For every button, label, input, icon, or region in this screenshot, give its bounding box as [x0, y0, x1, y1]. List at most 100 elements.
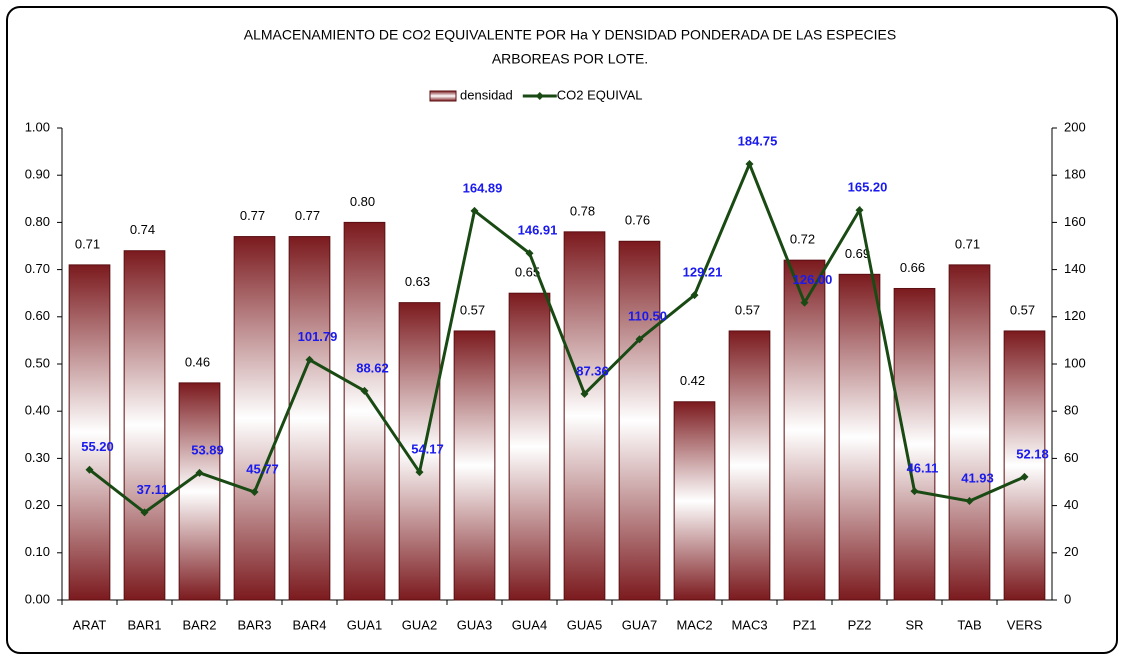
bar-value-label: 0.46	[185, 354, 210, 369]
x-tick-label: TAB	[957, 617, 981, 632]
y-tick-label: 0.70	[25, 261, 50, 276]
x-tick-label: GUA5	[567, 617, 602, 632]
y2-tick-label: 20	[1064, 544, 1078, 559]
line-value-label: 129.21	[683, 265, 723, 280]
line-value-label: 165.20	[848, 180, 888, 195]
bar-value-label: 0.69	[845, 246, 870, 261]
bar	[1003, 330, 1046, 601]
bar-value-label: 0.78	[570, 203, 595, 218]
legend-label: CO2 EQUIVAL	[557, 87, 643, 102]
y-tick-label: 0.10	[25, 544, 50, 559]
x-tick-label: GUA4	[512, 617, 547, 632]
bar	[728, 330, 771, 601]
legend-marker	[535, 92, 544, 100]
y-tick-label: 1.00	[25, 119, 50, 134]
x-tick-label: MAC3	[731, 617, 767, 632]
y2-tick-label: 200	[1064, 119, 1086, 134]
bar	[123, 250, 166, 601]
bar-value-label: 0.74	[130, 222, 155, 237]
x-tick-label: VERS	[1007, 617, 1043, 632]
line-value-label: 184.75	[738, 133, 778, 148]
bar-value-label: 0.72	[790, 232, 815, 247]
bar	[893, 287, 936, 601]
line-value-label: 41.93	[961, 470, 994, 485]
y2-tick-label: 180	[1064, 167, 1086, 182]
line-marker	[580, 389, 589, 398]
frame	[6, 6, 1118, 654]
x-tick-label: SR	[905, 617, 923, 632]
line-value-label: 110.50	[628, 309, 667, 324]
y2-tick-label: 100	[1064, 355, 1086, 370]
line-value-label: 53.89	[191, 442, 224, 457]
line-marker	[360, 386, 369, 395]
y2-tick-label: 160	[1064, 214, 1086, 229]
line-value-label: 37.11	[137, 482, 169, 497]
line-marker	[855, 206, 864, 215]
y-tick-label: 0.80	[25, 214, 50, 229]
y2-tick-label: 120	[1064, 308, 1086, 323]
bar-value-label: 0.42	[680, 373, 705, 388]
bar-value-label: 0.63	[405, 274, 430, 289]
line-marker	[635, 335, 644, 344]
x-tick-label: MAC2	[676, 617, 712, 632]
y-tick-label: 0.00	[25, 591, 50, 606]
line-marker	[470, 206, 479, 215]
x-tick-label: GUA1	[347, 617, 382, 632]
bar	[288, 236, 331, 601]
line-marker	[745, 159, 754, 168]
y-tick-label: 0.40	[25, 403, 50, 418]
line-value-label: 146.91	[518, 223, 558, 238]
bar-value-label: 0.71	[955, 236, 980, 251]
line-value-label: 101.79	[298, 329, 338, 344]
line-marker	[140, 508, 149, 517]
line-marker	[1020, 472, 1029, 481]
bar	[233, 236, 276, 601]
bar-value-label: 0.66	[900, 260, 925, 275]
bar-value-label: 0.76	[625, 213, 650, 228]
bar	[673, 401, 716, 601]
line-marker	[965, 497, 974, 506]
y2-tick-label: 0	[1064, 591, 1071, 606]
line-marker	[415, 468, 424, 477]
line-series	[88, 160, 1026, 515]
bar	[618, 240, 661, 601]
line-value-label: 126.00	[793, 272, 833, 287]
bar-value-label: 0.77	[295, 208, 320, 223]
bar	[563, 231, 606, 601]
bar	[508, 292, 551, 601]
line-value-label: 55.20	[81, 439, 114, 454]
y2-tick-label: 80	[1064, 403, 1078, 418]
bar	[838, 273, 881, 601]
line-value-label: 52.18	[1016, 446, 1049, 461]
line-marker	[195, 468, 204, 477]
x-tick-label: BAR1	[128, 617, 162, 632]
x-tick-label: GUA2	[402, 617, 437, 632]
bar-value-label: 0.80	[350, 194, 375, 209]
bar-value-label: 0.77	[240, 208, 265, 223]
bar-value-label: 0.57	[735, 302, 760, 317]
line-value-label: 164.89	[463, 180, 503, 195]
legend-label: densidad	[460, 87, 513, 102]
x-tick-label: GUA3	[457, 617, 492, 632]
bar	[178, 382, 221, 601]
bar	[783, 259, 826, 601]
y2-tick-label: 60	[1064, 450, 1078, 465]
line-value-label: 88.62	[356, 360, 389, 375]
bar	[68, 264, 111, 601]
line-marker	[305, 355, 314, 364]
chart-title: ARBOREAS POR LOTE.	[492, 51, 648, 67]
y-tick-label: 0.20	[25, 497, 50, 512]
y2-tick-label: 140	[1064, 261, 1086, 276]
chart-title: ALMACENAMIENTO DE CO2 EQUIVALENTE POR Ha…	[244, 27, 896, 43]
line-value-label: 54.17	[411, 442, 444, 457]
x-tick-label: PZ2	[848, 617, 872, 632]
x-tick-label: BAR4	[293, 617, 327, 632]
x-tick-label: BAR3	[238, 617, 272, 632]
line-marker	[525, 249, 534, 258]
bar-value-label: 0.71	[75, 236, 100, 251]
line-value-label: 46.11	[907, 461, 939, 476]
x-tick-label: ARAT	[73, 617, 107, 632]
x-tick-label: GUA7	[622, 617, 657, 632]
line-marker	[85, 465, 94, 474]
